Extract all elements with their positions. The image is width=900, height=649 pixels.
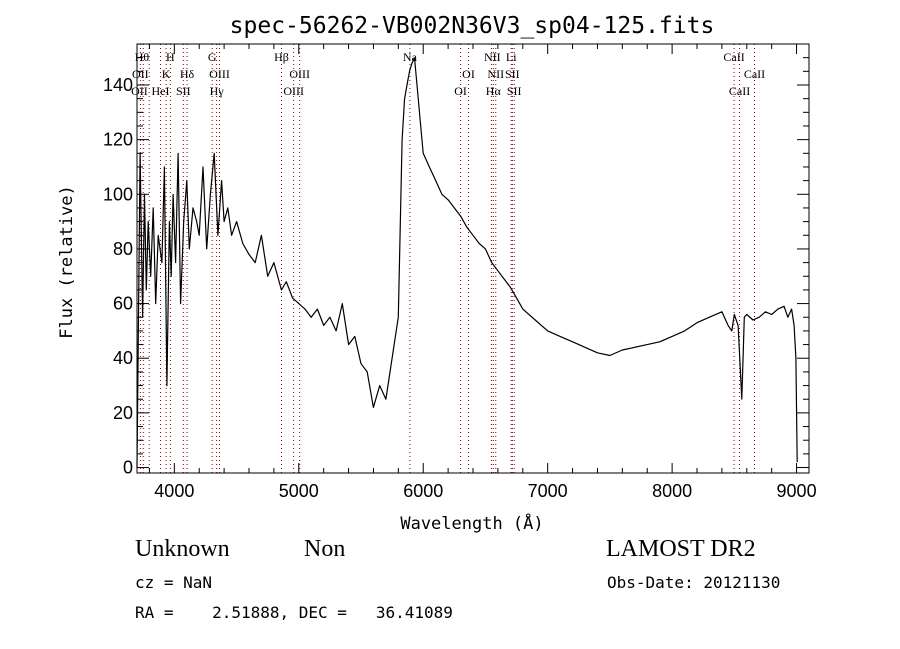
y-axis-label: Flux (relative) [57,185,77,339]
marker-label-h-r0-3: Hβ [274,50,289,64]
marker-label-oi-r2-5: OI [454,84,467,98]
marker-label-sii-r2-2: SII [176,84,191,98]
marker-label-oi-r1-5: OI [462,67,475,81]
y-tick-label-80: 80 [113,239,133,259]
marker-label-h-r0-1: H [166,50,175,64]
marker-label-h-r2-3: Hγ [210,84,225,98]
axis-ticks: 4000 5000 6000 7000 8000 9000 0 20 40 60 80 100 120 1… [103,44,817,501]
x-tick-label-5000: 5000 [279,481,319,501]
x-tick-label-8000: 8000 [652,481,692,501]
marker-label-oiii-r1-4: OIII [289,67,310,81]
marker-label-g-r0-2: G [208,50,217,64]
marker-label-nii-r1-6: NII [487,67,504,81]
y-tick-label-140: 140 [103,75,133,95]
y-tick-label-60: 60 [113,294,133,314]
marker-label-oii-r1-0: OII [132,67,149,81]
marker-label-sii-r2-7: SII [507,84,522,98]
marker-label-caii-r0-7: CaII [723,50,744,64]
plot-frame [136,43,810,474]
marker-label-oii-r2-0: OII [131,84,148,98]
flux-series-line [136,57,798,468]
marker-label-li-r0-6: Li [506,50,517,64]
observation-date: Obs-Date: 20121130 [607,573,781,592]
marker-label-sii-r1-7: SII [505,67,520,81]
marker-label-hei-r2-1: HeI [152,84,170,98]
marker-label-caii-r1-8: CaII [744,67,765,81]
marker-label-caii-r2-8: CaII [729,84,750,98]
survey-name: LAMOST DR2 [606,536,756,562]
y-tick-label-0: 0 [123,458,133,478]
marker-label-na-r0-4: Na [403,50,418,64]
spectral-line-markers [139,44,755,473]
object-subclass: Non [304,536,346,562]
x-tick-label-4000: 4000 [154,481,194,501]
x-tick-label-7000: 7000 [528,481,568,501]
x-axis-label: Wavelength (Å) [400,512,543,534]
marker-label-oiii-r1-3: OIII [209,67,230,81]
x-tick-label-9000: 9000 [777,481,817,501]
marker-label-k-r1-1: K [162,67,171,81]
marker-label-nii-r0-5: NII [484,50,501,64]
y-tick-label-40: 40 [113,348,133,368]
sky-coordinates: RA = 2.51888, DEC = 36.41089 [135,603,453,622]
marker-label-h-r1-2: Hδ [180,67,195,81]
y-tick-label-100: 100 [103,184,133,204]
object-class: Unknown [135,536,230,562]
x-tick-label-6000: 6000 [403,481,443,501]
marker-label-oiii-r2-4: OIII [283,84,304,98]
marker-label-h-r2-6: Hα [486,84,502,98]
series-layer [136,57,798,468]
y-tick-label-120: 120 [103,130,133,150]
chart-title: spec-56262-VB002N36V3_sp04-125.fits [230,13,715,39]
marker-label-h-r0-0: Hθ [135,50,150,64]
redshift-cz: cz = NaN [135,573,213,592]
y-tick-label-20: 20 [113,403,133,423]
